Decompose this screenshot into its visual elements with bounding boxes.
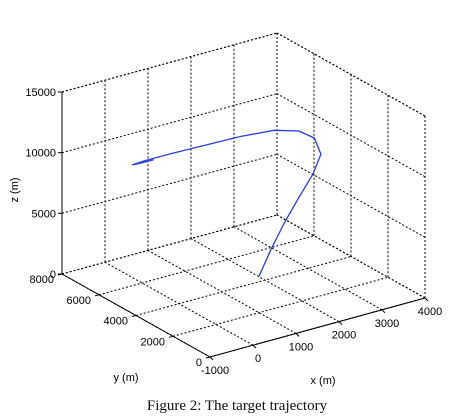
grid-line-floor-y: [172, 276, 389, 337]
x-tick-mark: [295, 333, 300, 337]
y-tick-mark: [131, 315, 137, 317]
axes-box: [57, 91, 429, 361]
grid-line-floor-y: [98, 235, 315, 296]
z-tick-label: 5000: [32, 208, 56, 220]
series-layer: [131, 129, 322, 277]
y-tick-label: 0: [196, 357, 202, 369]
x-tick-label: 0: [255, 353, 261, 365]
x-axis-label: x (m): [310, 375, 335, 387]
x-axis-line: [209, 297, 426, 358]
y-tick-label: 4000: [104, 316, 128, 328]
y-axis-label: y (m): [113, 372, 138, 384]
grid-line-right-z: [276, 214, 426, 299]
x-tick-label: 1000: [289, 341, 313, 353]
y-tick-label: 2000: [141, 336, 165, 348]
tick-labels: -100001000200030004000020004000600080000…: [25, 87, 442, 377]
x-tick-mark: [381, 309, 386, 314]
grid-line-floor-x: [233, 226, 383, 311]
x-tick-label: 3000: [375, 318, 399, 330]
z-tick-label: 15000: [25, 87, 56, 99]
figure-caption: Figure 2: The target trajectory: [146, 398, 328, 414]
x-tick-label: 2000: [332, 330, 356, 342]
grid-line-right-z: [276, 93, 426, 178]
x-tick-mark: [209, 356, 214, 361]
x-tick-label: -1000: [201, 365, 229, 377]
y-tick-mark: [168, 335, 174, 338]
x-tick-mark: [338, 321, 343, 325]
grid-line-back-z: [61, 153, 278, 214]
grid-lines: [61, 32, 426, 358]
y-tick-mark: [205, 356, 211, 359]
x-tick-mark: [252, 344, 257, 349]
z-tick-label: 10000: [25, 148, 56, 160]
y-tick-mark: [94, 294, 100, 297]
grid-line-back-z: [61, 93, 278, 154]
y-tick-label: 6000: [67, 295, 91, 307]
box-top-right-edge: [276, 32, 426, 117]
grid-line-floor-y: [135, 256, 352, 316]
x-tick-mark: [424, 297, 429, 302]
grid-line-back-z: [61, 214, 278, 275]
box-top-back-edge: [61, 32, 278, 93]
grid-line-right-z: [276, 153, 426, 238]
y-tick-label: 8000: [30, 274, 54, 286]
z-axis-label: z (m): [9, 177, 21, 202]
z-tick-label: 0: [50, 269, 56, 281]
trajectory-line: [131, 129, 322, 277]
x-tick-label: 4000: [418, 306, 442, 318]
